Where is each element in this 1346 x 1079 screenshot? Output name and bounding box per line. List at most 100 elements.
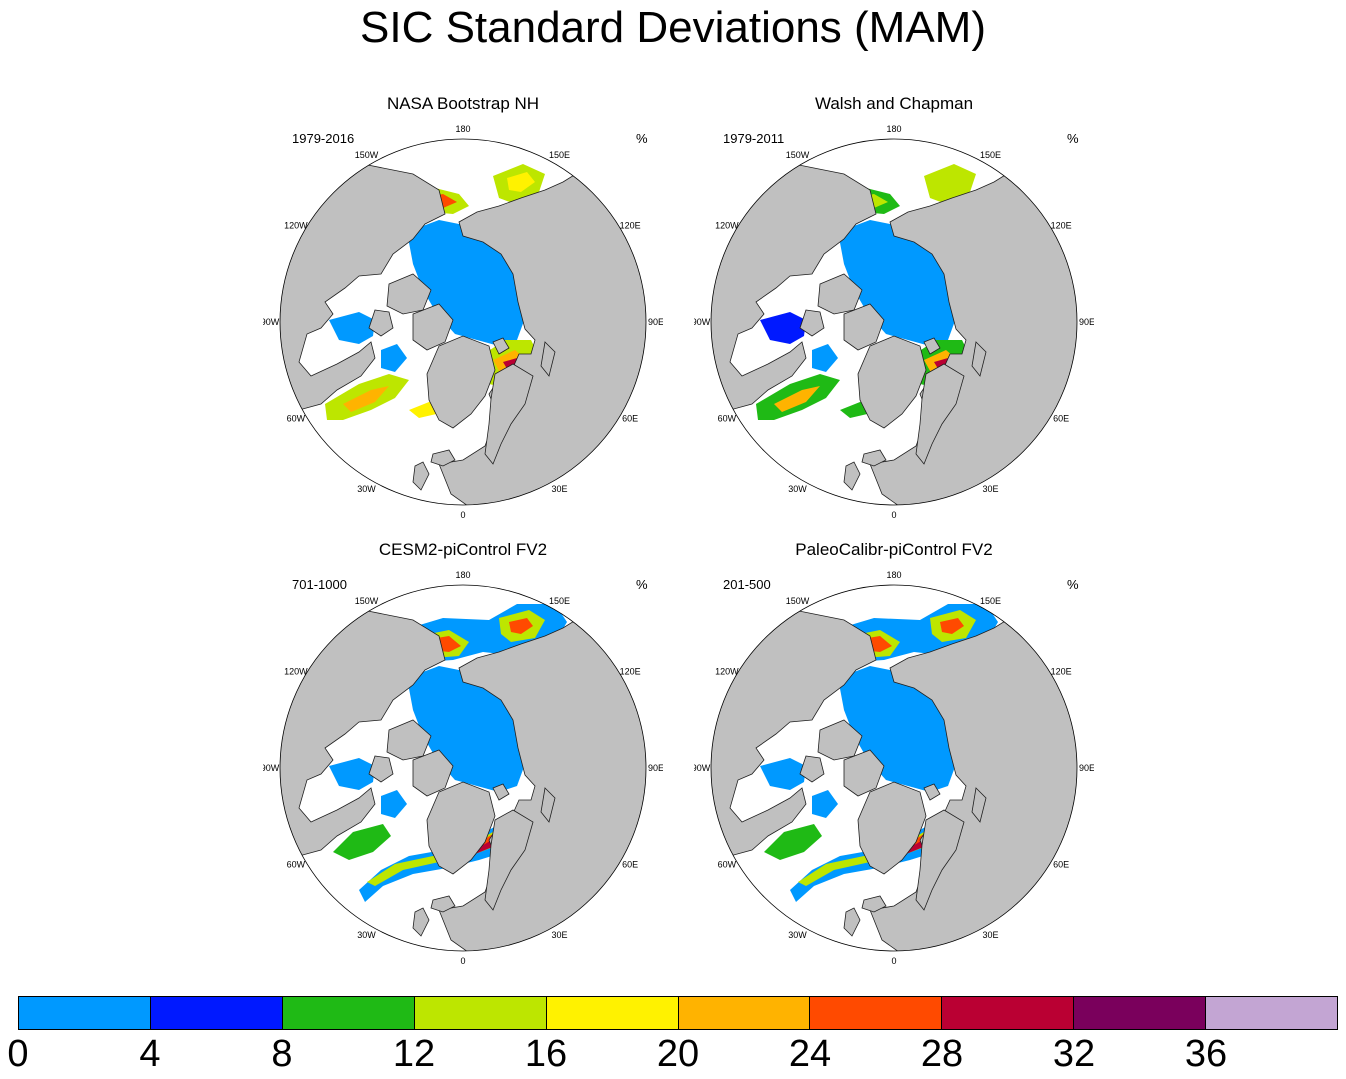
land-mass [915, 363, 965, 465]
longitude-label: 30E [551, 484, 567, 494]
land-mass [426, 335, 496, 429]
longitude-label: 120W [715, 667, 739, 677]
longitude-label: 30E [551, 930, 567, 940]
longitude-label: 60E [1053, 860, 1069, 870]
land-mass [857, 335, 927, 429]
longitude-label: 0 [460, 956, 465, 966]
longitude-label: 0 [891, 956, 896, 966]
colorbar-label: 16 [524, 1033, 568, 1075]
sea-ice-std-patch [764, 824, 822, 860]
longitude-label: 180 [886, 124, 901, 134]
map-panel-nasa-bootstrap: NASA Bootstrap NH 1979-2016 % 180 150E 120… [263, 94, 663, 534]
map-content [711, 585, 1077, 951]
land-mass [857, 781, 927, 875]
longitude-label: 90E [648, 317, 663, 327]
longitude-label: 120W [715, 221, 739, 231]
longitude-label: 60W [718, 414, 737, 424]
longitude-label: 90E [1079, 763, 1094, 773]
longitude-label: 150E [549, 150, 570, 160]
longitude-label: 90W [263, 763, 280, 773]
colorbar-label: 0 [7, 1033, 29, 1075]
longitude-label: 120W [284, 221, 308, 231]
land-mass [843, 461, 861, 491]
land-mass [412, 749, 454, 797]
sea-ice-std-patch [760, 758, 806, 790]
longitude-label: 90W [694, 763, 711, 773]
colorbar-box [150, 997, 283, 1029]
longitude-label: 150W [355, 596, 379, 606]
sea-ice-std-patch [774, 386, 820, 412]
longitude-label: 180 [455, 570, 470, 580]
longitude-label: 90E [648, 763, 663, 773]
map-content [280, 585, 646, 951]
panel-years: 1979-2011 [723, 131, 785, 146]
longitude-label: 30W [788, 484, 807, 494]
longitude-label: 60W [718, 860, 737, 870]
map-boundary [279, 138, 647, 506]
land-mass [971, 341, 987, 377]
land-mass [861, 895, 887, 913]
longitude-label: 120E [620, 221, 641, 231]
land-mass [430, 895, 456, 913]
map-panel-cesm2: CESM2-piControl FV2 701-1000 % 180 150E 12… [263, 540, 663, 980]
land-mass [843, 907, 861, 937]
land-mass [412, 461, 430, 491]
longitude-label: 0 [460, 510, 465, 520]
sea-ice-std-patch [509, 618, 533, 634]
longitude-label: 0 [891, 510, 896, 520]
longitude-label: 180 [886, 570, 901, 580]
sea-ice-std-patch [812, 344, 838, 372]
colorbar-box [282, 997, 415, 1029]
land-mass [861, 449, 887, 467]
land-mass [540, 341, 556, 377]
land-mass [484, 809, 534, 911]
longitude-label: 150W [786, 596, 810, 606]
longitude-label: 60W [287, 860, 306, 870]
land-mass [799, 309, 825, 337]
polar-map: 180 150E 120E 90E 60E 30E 0 30W 60W 90W 120W 150W [263, 124, 663, 520]
longitude-label: 120E [1051, 667, 1072, 677]
land-mass [368, 755, 394, 783]
longitude-label: 150E [980, 596, 1001, 606]
longitude-label: 60E [1053, 414, 1069, 424]
figure-title: SIC Standard Deviations (MAM) [360, 3, 986, 52]
map-boundary [710, 138, 1078, 506]
land-mass [540, 787, 556, 823]
sea-ice-std-patch [381, 344, 407, 372]
colorbar-box [414, 997, 547, 1029]
longitude-label: 150E [980, 150, 1001, 160]
panel-years: 701-1000 [292, 577, 347, 592]
map-panel-walsh-chapman: Walsh and Chapman 1979-2011 % 180 150E 120… [694, 94, 1094, 534]
colorbar-box [678, 997, 811, 1029]
sea-ice-std-patch [507, 172, 535, 192]
land-mass [799, 755, 825, 783]
colorbar-label: 8 [271, 1033, 293, 1075]
colorbar-box [546, 997, 679, 1029]
panel-title: PaleoCalibr-piControl FV2 [795, 540, 993, 559]
colorbar-box [1074, 997, 1207, 1029]
panel-title: CESM2-piControl FV2 [378, 540, 548, 559]
longitude-label: 30E [982, 484, 998, 494]
colorbar-label: 4 [139, 1033, 161, 1075]
colorbar-box [942, 997, 1075, 1029]
longitude-label: 180 [455, 124, 470, 134]
panel-units: % [1067, 131, 1079, 146]
longitude-label: 90W [263, 317, 280, 327]
sea-ice-std-patch [329, 758, 375, 790]
sea-ice-std-patch [329, 312, 375, 344]
sea-ice-std-patch [407, 666, 525, 792]
longitude-label: 30W [357, 930, 376, 940]
land-mass [923, 783, 941, 801]
land-mass [492, 783, 510, 801]
sea-ice-std-patch [333, 824, 391, 860]
colorbar-label: 12 [392, 1033, 436, 1075]
land-mass [412, 303, 454, 351]
colorbar-box [1206, 997, 1338, 1029]
land-mass [971, 787, 987, 823]
land-mass [915, 809, 965, 911]
colorbar-label: 32 [1052, 1033, 1096, 1075]
panel-units: % [636, 577, 648, 592]
sea-ice-std-patch [812, 790, 838, 818]
sea-ice-std-patch [938, 172, 966, 192]
longitude-label: 150E [549, 596, 570, 606]
